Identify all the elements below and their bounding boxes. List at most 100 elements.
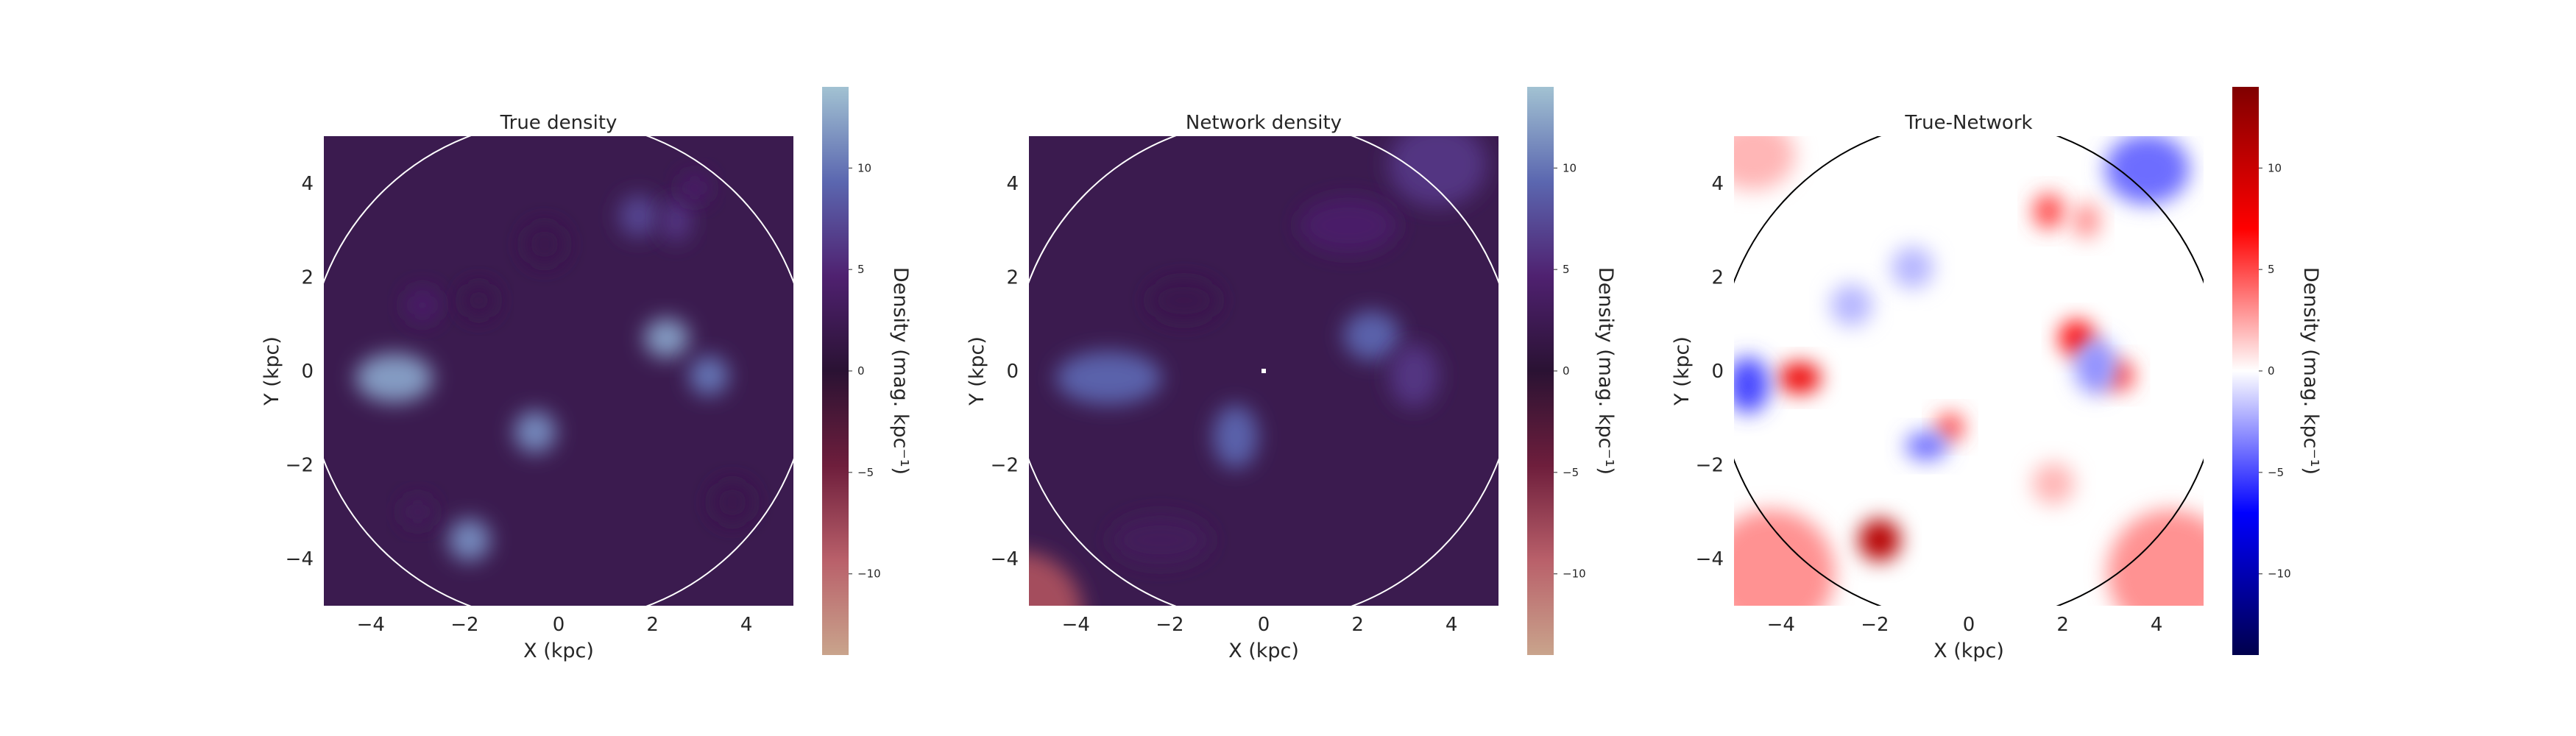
density-blob-6 bbox=[1388, 136, 1487, 207]
density-blob-4 bbox=[1213, 405, 1259, 469]
y-axis-label: Y (kpc) bbox=[1671, 336, 1694, 406]
colorbar bbox=[2232, 87, 2259, 655]
colorbar-tick-label: 5 bbox=[857, 263, 865, 276]
x-tick-label: −2 bbox=[1861, 614, 1889, 636]
x-axis-label: X (kpc) bbox=[1228, 640, 1299, 662]
colorbar-tick-label: −10 bbox=[1563, 567, 1586, 581]
chart-title: True density bbox=[500, 112, 618, 134]
colorbar-tick-label: 10 bbox=[2268, 161, 2282, 174]
density-blob-6 bbox=[618, 194, 659, 238]
y-tick-label: −2 bbox=[1696, 455, 1724, 477]
density-blob-16 bbox=[2032, 462, 2075, 505]
colorbar-tick-label: −5 bbox=[2268, 466, 2284, 479]
density-blob-14 bbox=[2107, 509, 2204, 606]
density-blob-5 bbox=[2033, 194, 2064, 230]
heatmap-area bbox=[324, 136, 793, 606]
y-tick-label: −4 bbox=[286, 548, 314, 570]
y-tick-label: −2 bbox=[991, 455, 1019, 477]
x-tick-label: −4 bbox=[1767, 614, 1795, 636]
density-blob-11 bbox=[523, 223, 566, 266]
x-tick-label: 0 bbox=[1963, 614, 1975, 636]
colorbar-tick-label: 0 bbox=[857, 364, 865, 378]
y-tick-label: 0 bbox=[1711, 361, 1724, 383]
density-blob-2 bbox=[644, 318, 690, 358]
heatmap-area bbox=[1029, 136, 1498, 606]
y-tick-label: 4 bbox=[1006, 173, 1019, 195]
density-blob-15 bbox=[1734, 136, 1795, 191]
colorbar-tick-label: 10 bbox=[1563, 161, 1577, 174]
chart-title: Network density bbox=[1186, 112, 1342, 134]
x-tick-label: 4 bbox=[740, 614, 753, 636]
y-axis-label: Y (kpc) bbox=[966, 336, 988, 406]
density-blob-2 bbox=[1778, 362, 1822, 394]
colorbar-label: Density (mag. kpc⁻¹) bbox=[2299, 267, 2322, 475]
x-axis-label: X (kpc) bbox=[1933, 640, 2004, 662]
density-blob-6 bbox=[2072, 202, 2101, 238]
density-blob-12 bbox=[711, 481, 754, 524]
center-marker bbox=[1262, 369, 1266, 373]
density-blob-11 bbox=[2074, 338, 2117, 394]
y-tick-label: 2 bbox=[301, 266, 314, 289]
x-tick-label: 2 bbox=[1351, 614, 1364, 636]
density-blob-13 bbox=[461, 283, 497, 319]
x-tick-label: 2 bbox=[2056, 614, 2069, 636]
y-tick-label: −2 bbox=[286, 455, 314, 477]
y-tick-label: 2 bbox=[1006, 266, 1019, 289]
density-blob-3 bbox=[689, 355, 729, 396]
y-tick-label: −4 bbox=[991, 548, 1019, 570]
density-blob-1 bbox=[355, 353, 434, 403]
density-blob-8 bbox=[1734, 356, 1769, 414]
density-blob-1 bbox=[1858, 518, 1901, 562]
chart-panel-2: Network density −4 −2 0 2 4 4 2 0 −2 −4 X (kpc) Y (k… bbox=[966, 87, 1617, 662]
heatmap-area bbox=[1734, 136, 2204, 606]
colorbar-label: Density (mag. kpc⁻¹) bbox=[1594, 267, 1617, 475]
x-tick-label: 4 bbox=[1446, 614, 1458, 636]
density-blob-12 bbox=[1830, 283, 1873, 327]
density-blob-7 bbox=[1936, 413, 1964, 442]
x-tick-label: 0 bbox=[1258, 614, 1270, 636]
colorbar-label: Density (mag. kpc⁻¹) bbox=[889, 267, 912, 475]
colorbar-tick-label: −10 bbox=[857, 567, 881, 581]
colorbar-tick-label: 0 bbox=[1563, 364, 1570, 378]
density-blob-3 bbox=[1389, 344, 1439, 408]
y-tick-label: 0 bbox=[1006, 361, 1019, 383]
y-tick-label: −4 bbox=[1696, 548, 1724, 570]
density-blob-1 bbox=[1055, 351, 1162, 405]
density-blob-5 bbox=[1298, 197, 1398, 254]
colorbar bbox=[822, 87, 849, 655]
x-tick-label: 0 bbox=[553, 614, 565, 636]
chart-panel-3: True-Network −4 −2 0 2 4 4 2 0 −2 −4 X (kpc) Y (kpc)… bbox=[1671, 87, 2322, 662]
density-blob-7 bbox=[1111, 515, 1210, 565]
colorbar-tick-label: 10 bbox=[857, 161, 871, 174]
density-blob-10 bbox=[402, 496, 434, 528]
x-tick-label: 2 bbox=[646, 614, 659, 636]
y-tick-label: 4 bbox=[301, 173, 314, 195]
y-tick-label: 4 bbox=[1711, 173, 1724, 195]
density-blob-9 bbox=[1905, 431, 1948, 461]
x-tick-label: −4 bbox=[357, 614, 385, 636]
colorbar-tick-label: −5 bbox=[857, 466, 874, 479]
density-blob-13 bbox=[1734, 509, 1836, 606]
x-tick-label: 4 bbox=[2151, 614, 2163, 636]
colorbar-tick-label: 0 bbox=[2268, 364, 2275, 378]
chart-title: True-Network bbox=[1904, 112, 2032, 134]
y-tick-label: 0 bbox=[301, 361, 314, 383]
density-blob-8 bbox=[679, 172, 711, 204]
density-blob-17 bbox=[1891, 246, 1934, 289]
density-blob-10 bbox=[2105, 136, 2190, 205]
x-tick-label: −2 bbox=[450, 614, 478, 636]
colorbar bbox=[1527, 87, 1554, 655]
colorbar-tick-label: −5 bbox=[1563, 466, 1579, 479]
density-blob-7 bbox=[660, 199, 692, 242]
chart-panel-1: True density −4 −2 0 2 4 4 2 0 −2 −4 X (kpc) Y (kpc)… bbox=[261, 87, 912, 662]
colorbar-tick-label: 5 bbox=[2268, 263, 2275, 276]
x-tick-label: −2 bbox=[1156, 614, 1183, 636]
density-blob-9 bbox=[1029, 552, 1083, 606]
density-blob-5 bbox=[448, 518, 491, 562]
density-blob-9 bbox=[405, 287, 440, 323]
density-blob-2 bbox=[1343, 311, 1401, 361]
y-axis-label: Y (kpc) bbox=[261, 336, 283, 406]
colorbar-tick-label: −10 bbox=[2268, 567, 2291, 581]
